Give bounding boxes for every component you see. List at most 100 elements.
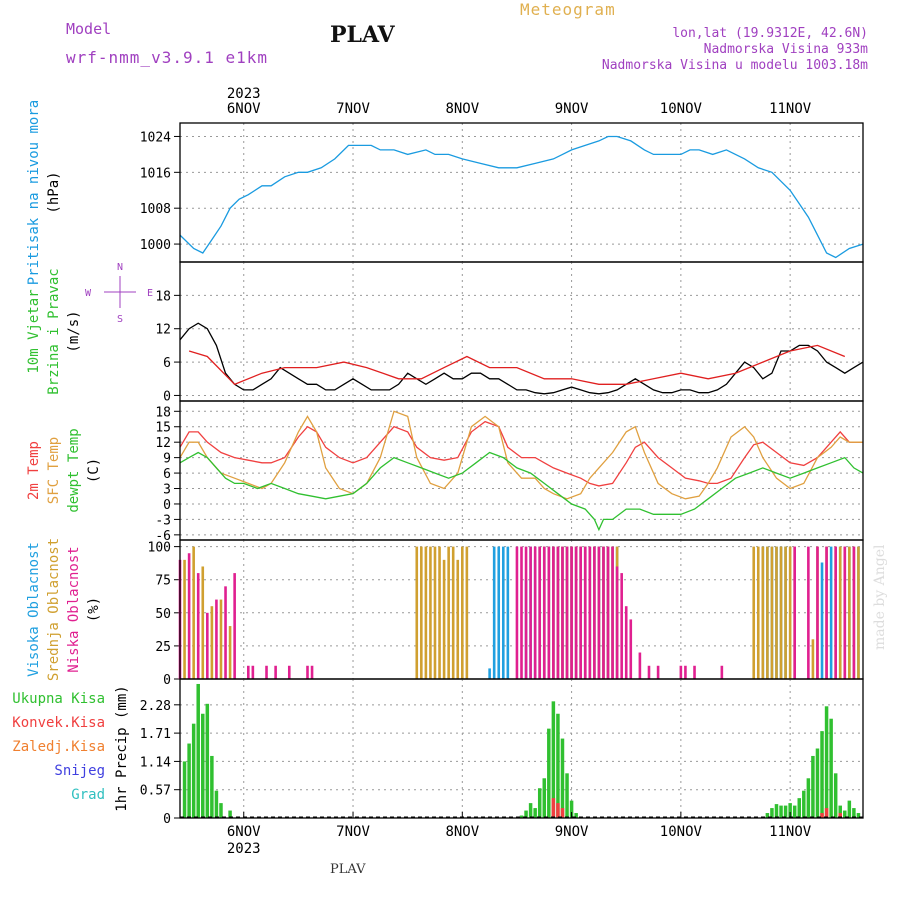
- bar-precipitation: [792, 805, 797, 818]
- bar-cloud: [561, 546, 564, 679]
- bar-cloud: [684, 665, 687, 679]
- y-axis-label: Brzina i Pravac: [46, 268, 62, 394]
- y-tick-label: 25: [155, 640, 171, 655]
- bar-cloud: [843, 546, 847, 679]
- bar-cloud: [615, 566, 619, 679]
- bar-precipitation: [210, 755, 214, 818]
- bar-precipitation: [551, 701, 556, 818]
- bar-cloud: [233, 573, 236, 679]
- bar-precipitation: [847, 800, 852, 818]
- y-tick-label: 6: [163, 467, 171, 482]
- bar-precipitation: [551, 798, 556, 818]
- compass-letter: N: [117, 262, 123, 273]
- y-tick-label: 3: [163, 483, 171, 498]
- y-tick-label: 0: [163, 673, 171, 688]
- y-axis-label: dewpt Temp: [66, 428, 82, 512]
- bar-precipitation: [191, 723, 196, 818]
- day-label-bottom: 8NOV: [445, 824, 479, 840]
- bar-cloud: [201, 566, 205, 679]
- y-tick-label: 6: [163, 356, 171, 371]
- bar-cloud: [488, 668, 491, 679]
- bar-precipitation: [560, 808, 565, 818]
- y-axis-label: SFC Temp: [46, 437, 62, 504]
- bar-cloud: [465, 546, 469, 679]
- series-line-temperature-2: [179, 451, 864, 532]
- bar-cloud: [811, 639, 815, 679]
- bar-cloud: [310, 665, 314, 679]
- day-label-top: 8NOV: [445, 101, 479, 117]
- bar-precipitation: [852, 808, 856, 818]
- bar-precipitation: [811, 755, 815, 818]
- y-axis-label: (m/s): [66, 310, 82, 352]
- y-tick-label: 1.71: [140, 727, 171, 742]
- bar-precipitation: [806, 778, 811, 818]
- compass-letter: W: [85, 288, 92, 299]
- bar-cloud: [720, 665, 724, 679]
- bar-precipitation: [537, 788, 542, 818]
- precip-legend-item: Konvek.Kisa: [12, 715, 105, 731]
- bar-precipitation: [829, 718, 833, 818]
- y-axis-label: (hPa): [46, 171, 62, 213]
- bar-precipitation: [802, 790, 806, 818]
- bar-cloud: [807, 546, 810, 679]
- bar-cloud: [228, 626, 232, 679]
- y-tick-label: 15: [155, 421, 171, 436]
- meteogram-title: Meteogram: [520, 0, 616, 19]
- bar-precipitation: [820, 731, 824, 818]
- bar-precipitation: [524, 810, 528, 818]
- bar-precipitation: [556, 803, 560, 818]
- bar-cloud: [420, 546, 423, 679]
- precip-legend-item: Snijeg: [54, 763, 105, 779]
- bar-cloud: [187, 553, 191, 679]
- series-line-wind-1: [188, 344, 846, 386]
- y-axis-label: 1hr Precip (mm): [114, 685, 130, 811]
- bar-precipitation: [196, 683, 200, 818]
- year-label-bottom: 2023: [227, 841, 261, 857]
- bar-cloud: [583, 546, 587, 679]
- y-tick-label: 0: [163, 498, 171, 513]
- y-tick-label: 0: [163, 812, 171, 827]
- bar-cloud: [784, 546, 787, 679]
- day-label-bottom: 10NOV: [660, 824, 703, 840]
- bar-cloud: [602, 546, 605, 679]
- bar-precipitation: [528, 803, 533, 818]
- bar-precipitation: [187, 743, 191, 818]
- bar-cloud: [265, 665, 268, 679]
- bar-cloud: [520, 546, 523, 679]
- bar-cloud: [206, 612, 209, 679]
- bar-precipitation: [797, 798, 802, 818]
- footer-station: PLAV: [330, 862, 366, 877]
- bar-cloud: [775, 546, 778, 679]
- panel-frame: [179, 122, 864, 263]
- bar-cloud: [552, 546, 555, 679]
- bar-cloud: [588, 546, 592, 679]
- y-tick-label: 1008: [140, 202, 171, 217]
- day-label-top: 10NOV: [660, 101, 703, 117]
- bar-precipitation: [560, 738, 565, 818]
- bar-cloud: [852, 546, 856, 679]
- bar-cloud: [606, 546, 610, 679]
- day-label-bottom: 9NOV: [555, 824, 589, 840]
- y-tick-label: 1024: [140, 130, 171, 145]
- y-axis-label: (%): [86, 597, 102, 622]
- bar-cloud: [838, 546, 842, 679]
- series-line-temperature-1: [179, 410, 863, 500]
- precip-legend-item: Zaledj.Kisa: [12, 739, 105, 755]
- day-label-top: 9NOV: [555, 101, 589, 117]
- bar-precipitation: [856, 813, 861, 818]
- bar-cloud: [506, 546, 510, 679]
- y-axis-label: 10m Vjetar: [26, 289, 42, 373]
- precip-legend-item: Grad: [71, 787, 105, 803]
- bar-precipitation: [547, 728, 551, 818]
- model-name: wrf-nmm_v3.9.1 e1km: [66, 48, 269, 67]
- y-tick-label: 18: [155, 289, 171, 304]
- bar-precipitation: [182, 761, 187, 818]
- bar-cloud: [756, 546, 760, 679]
- bar-cloud: [825, 546, 828, 679]
- bar-precipitation: [815, 748, 820, 818]
- bar-cloud: [224, 586, 227, 679]
- bar-precipitation: [833, 773, 838, 818]
- bar-cloud: [779, 546, 783, 679]
- day-label-bottom: 7NOV: [336, 824, 370, 840]
- panel-cloud: 0 25 50 75 100 Visoka Oblacnost Srednja Oblacn…: [26, 538, 864, 688]
